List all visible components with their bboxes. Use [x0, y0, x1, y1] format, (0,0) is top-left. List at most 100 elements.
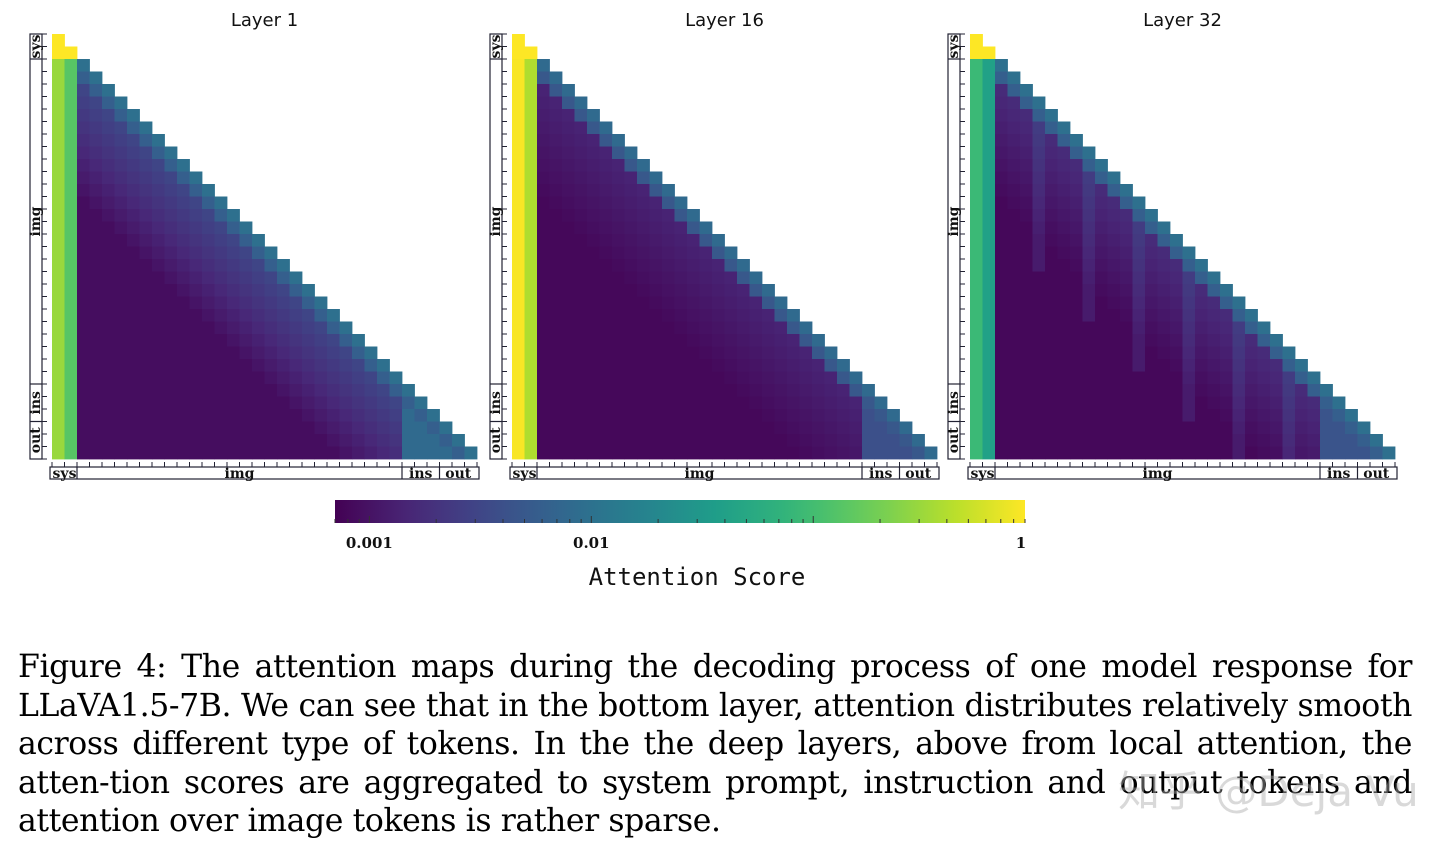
heatmap-cell	[89, 234, 103, 247]
heatmap-cell	[674, 309, 688, 322]
heatmap-cell	[1170, 321, 1183, 335]
heatmap-cell	[1032, 209, 1046, 222]
heatmap-cell	[1132, 246, 1146, 260]
heatmap-cell	[139, 346, 153, 360]
heatmap-cell	[1070, 371, 1083, 385]
heatmap-cell	[177, 271, 190, 285]
heatmap-cell	[812, 434, 825, 447]
heatmap-cell	[712, 346, 725, 360]
heatmap-cell	[562, 409, 575, 422]
heatmap-cell	[662, 371, 675, 385]
heatmap-cell	[214, 196, 228, 210]
heatmap-cell	[612, 234, 625, 247]
heatmap-cell	[1045, 296, 1058, 310]
heatmap-cell	[127, 384, 140, 397]
heatmap-cell	[612, 334, 625, 347]
heatmap-cell	[377, 434, 390, 447]
heatmap-cell	[512, 321, 525, 335]
heatmap-cell	[1170, 309, 1183, 322]
heatmap-cell	[537, 296, 550, 310]
heatmap-cell	[1082, 196, 1096, 210]
heatmap-cell	[1045, 271, 1058, 285]
heatmap-cell	[982, 296, 996, 310]
heatmap-cell	[1007, 246, 1021, 260]
x-segment-label: img	[1143, 466, 1173, 482]
heatmap-cell	[624, 384, 638, 397]
heatmap-cell	[762, 346, 775, 360]
heatmap-cell	[1070, 334, 1083, 347]
heatmap-cell	[662, 221, 675, 235]
heatmap-cell	[982, 71, 996, 85]
heatmap-cell	[1157, 384, 1171, 397]
heatmap-cell	[1207, 346, 1221, 360]
heatmap-cell	[1095, 309, 1108, 322]
heatmap-cell	[612, 259, 625, 272]
heatmap-cell	[1220, 309, 1233, 322]
heatmap-cell	[1270, 421, 1283, 435]
heatmap-cell	[1182, 259, 1196, 272]
heatmap-cell	[762, 396, 775, 410]
heatmap-cell	[77, 59, 90, 72]
heatmap-cell	[289, 421, 303, 435]
heatmap-cell	[762, 334, 775, 347]
heatmap-cell	[649, 409, 663, 422]
heatmap-cell	[649, 209, 663, 222]
heatmap-cell	[152, 159, 165, 172]
heatmap-cell	[524, 284, 538, 297]
heatmap-cell	[1107, 271, 1121, 285]
heatmap-cell	[562, 284, 575, 297]
heatmap-cell	[624, 284, 638, 297]
heatmap-cell	[524, 359, 538, 372]
heatmap-cell	[1107, 184, 1121, 197]
heatmap-cell	[649, 309, 663, 322]
heatmap-cell	[427, 421, 440, 435]
heatmap-cell	[724, 384, 738, 397]
x-segment-label: img	[685, 466, 715, 482]
heatmap-cell	[774, 421, 788, 435]
heatmap-cell	[1082, 259, 1096, 272]
heatmap-cell	[1020, 184, 1033, 197]
heatmap-cell	[1045, 146, 1058, 160]
heatmap-cell	[164, 296, 178, 310]
heatmap-cell	[1195, 259, 1208, 272]
heatmap-cell	[1132, 196, 1146, 210]
heatmap-cell	[1007, 321, 1021, 335]
heatmap-cell	[64, 371, 78, 385]
heatmap-cell	[649, 396, 663, 410]
heatmap-cell	[77, 209, 90, 222]
heatmap-cell	[1057, 421, 1071, 435]
heatmap-cell	[1145, 334, 1158, 347]
heatmap-cell	[512, 271, 525, 285]
heatmap-cell	[264, 371, 278, 385]
heatmap-cell	[537, 159, 550, 172]
heatmap-cell	[364, 396, 378, 410]
heatmap-cell	[414, 421, 428, 435]
heatmap-cell	[637, 171, 650, 185]
heatmap-cell	[1057, 409, 1071, 422]
heatmap-cell	[227, 284, 240, 297]
heatmap-cell	[687, 371, 700, 385]
heatmap-cell	[824, 346, 838, 360]
heatmap-cell	[1120, 221, 1133, 235]
heatmap-cell	[982, 371, 996, 385]
heatmap-cell	[574, 384, 588, 397]
heatmap-cell	[214, 296, 228, 310]
heatmap-cell	[139, 384, 153, 397]
heatmap-cell	[239, 434, 253, 447]
heatmap-cell	[599, 296, 613, 310]
heatmap-cell	[624, 409, 638, 422]
heatmap-cell	[377, 409, 390, 422]
heatmap-cell	[164, 359, 178, 372]
heatmap-cell	[327, 421, 340, 435]
y-segment-label: img	[946, 206, 962, 236]
heatmap-cell	[549, 321, 563, 335]
heatmap-cell	[787, 371, 800, 385]
heatmap-cell	[1132, 434, 1146, 447]
heatmap-cell	[1082, 309, 1096, 322]
heatmap-cell	[1045, 234, 1058, 247]
heatmap-cell	[524, 159, 538, 172]
heatmap-cell	[1170, 259, 1183, 272]
heatmap-cell	[887, 434, 900, 447]
heatmap-cell	[995, 384, 1008, 397]
heatmap-cell	[327, 371, 340, 385]
